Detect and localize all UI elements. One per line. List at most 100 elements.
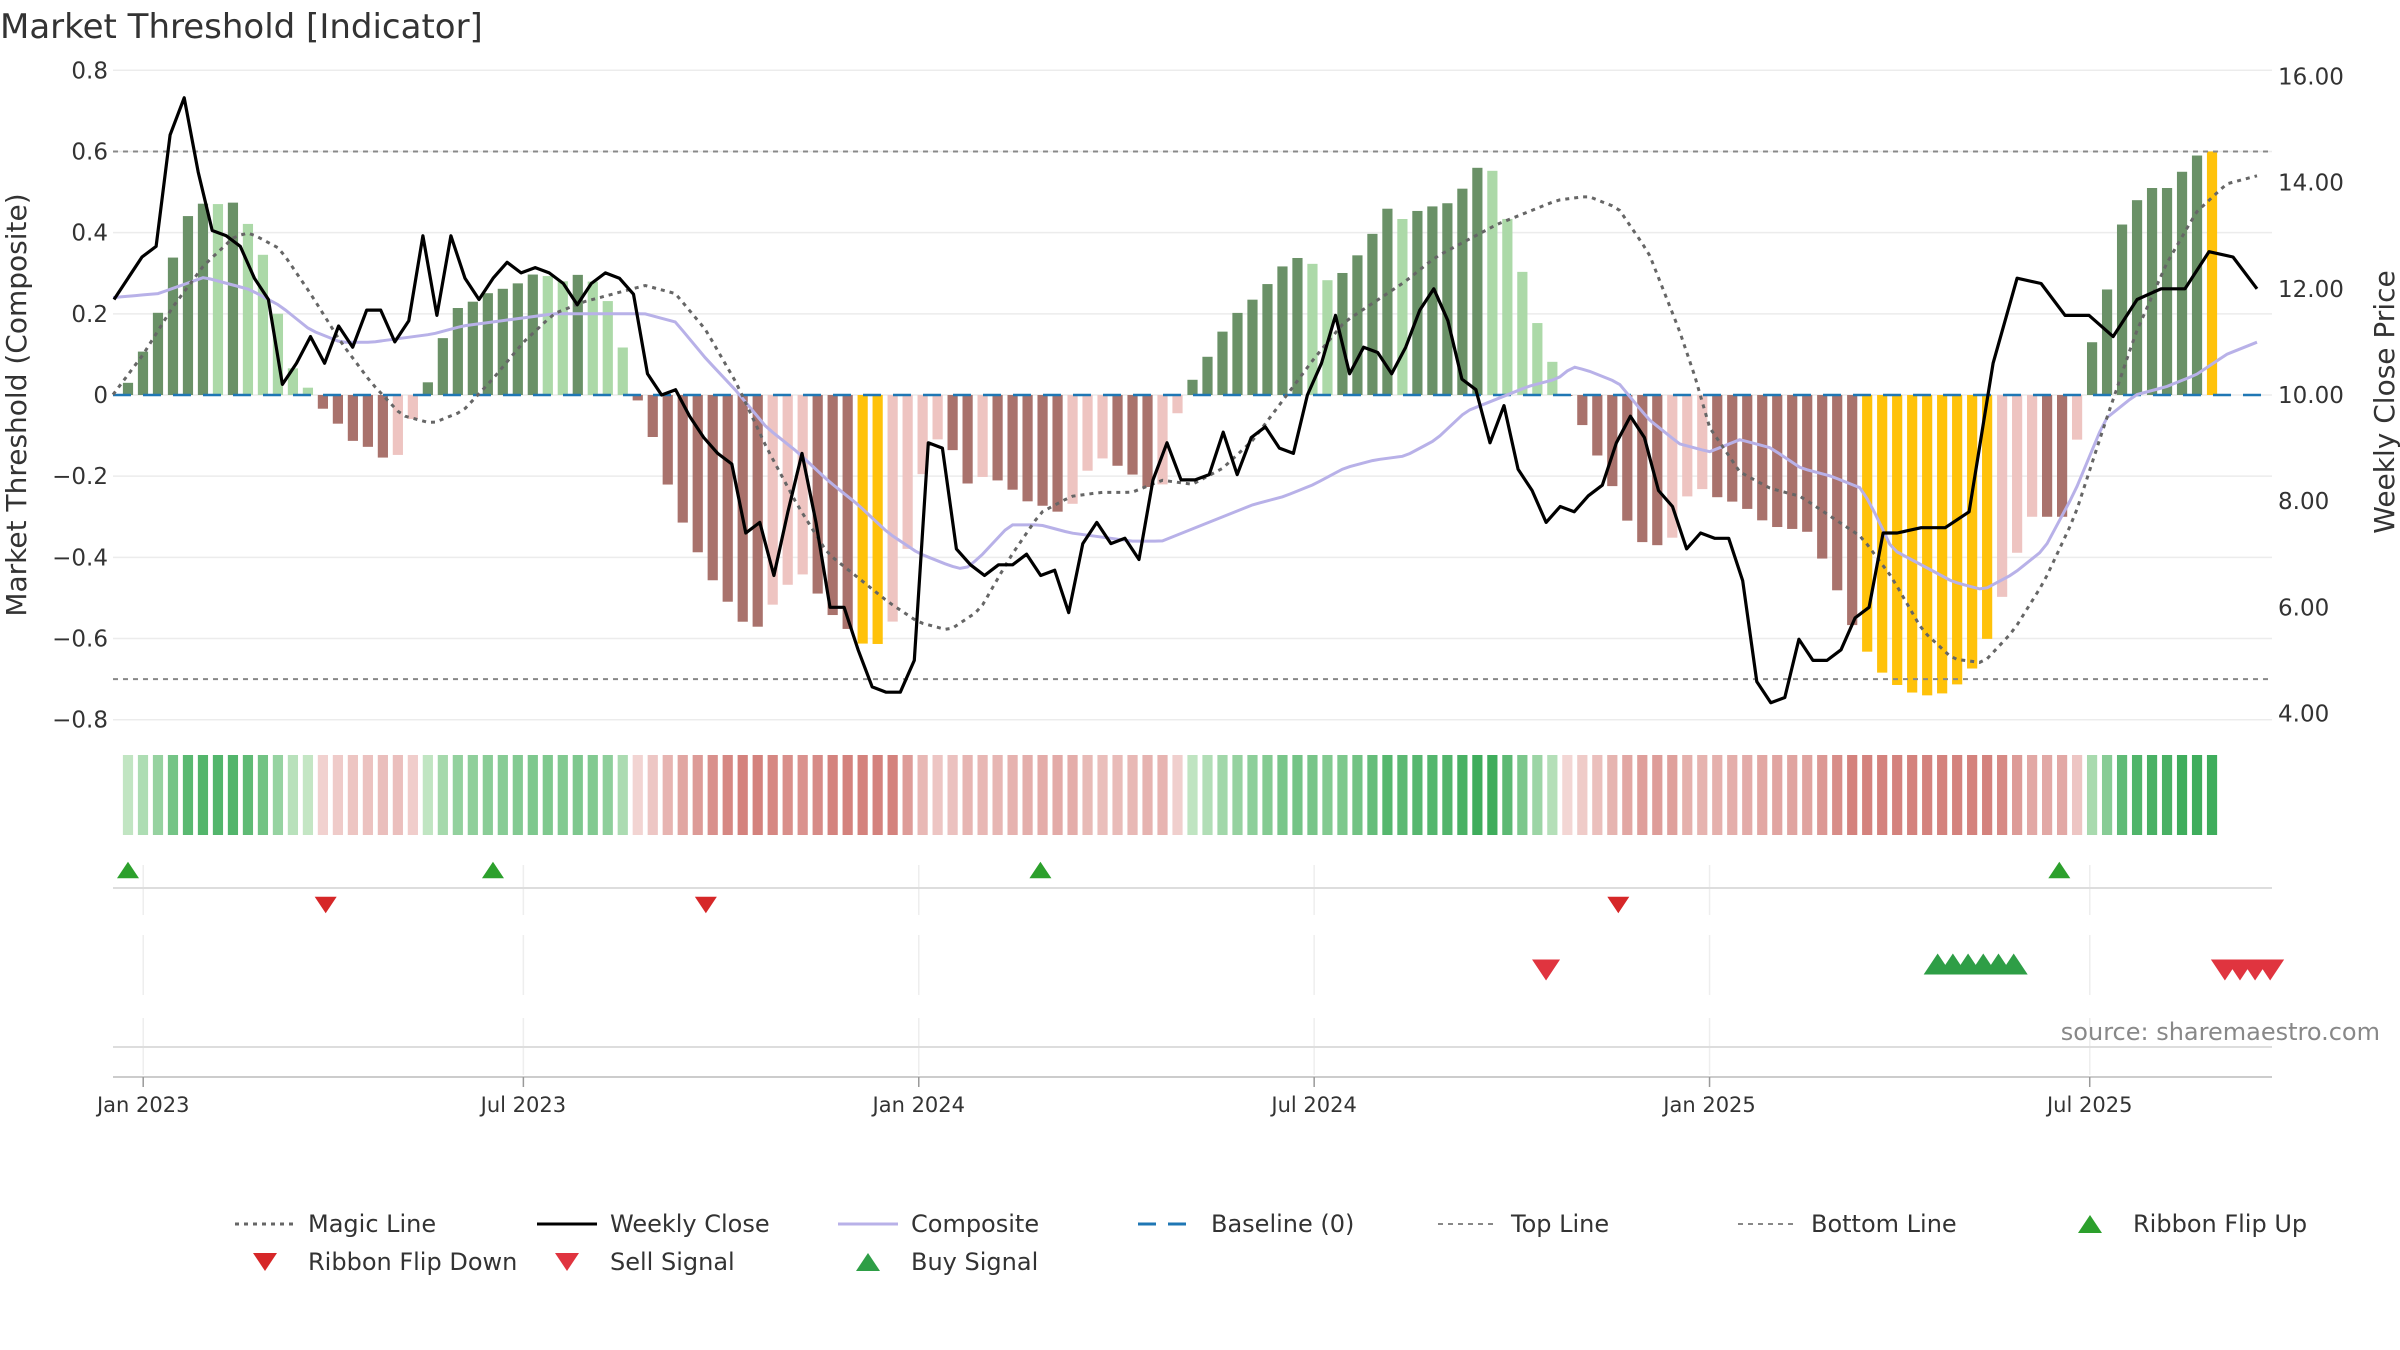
ribbon-cell (1247, 755, 1258, 835)
histogram-bar (1247, 299, 1258, 395)
ribbon-cell (1577, 755, 1588, 835)
ribbon-cell (1232, 755, 1243, 835)
histogram-bar (1862, 395, 1873, 652)
ribbon-cell (902, 755, 913, 835)
ribbon-cell (722, 755, 733, 835)
ribbon-cell (1607, 755, 1618, 835)
ribbon-cell (1172, 755, 1183, 835)
histogram-bar (737, 395, 748, 622)
right-tick-label: 14.00 (2278, 171, 2344, 197)
ribbon-cell (1982, 755, 1993, 835)
histogram-bar (917, 395, 928, 475)
ribbon-cell (1877, 755, 1888, 835)
ribbon-cell (1217, 755, 1228, 835)
histogram-bar (1037, 395, 1048, 506)
left-tick-label: 0.8 (71, 58, 108, 84)
ribbon-cell (377, 755, 388, 835)
legend-item: Ribbon Flip Up (2078, 1210, 2307, 1238)
histogram-bar (1967, 395, 1978, 669)
ribbon-cell (362, 755, 373, 835)
ribbon-cell (1472, 755, 1483, 835)
ribbon-cell (467, 755, 478, 835)
ribbon-cell (1037, 755, 1048, 835)
ribbon-cell (392, 755, 403, 835)
histogram-bar (1622, 395, 1633, 521)
histogram-bar (1052, 395, 1063, 512)
left-tick-label: 0.4 (71, 221, 108, 247)
ribbon-cell (527, 755, 538, 835)
x-tick-label: Jul 2024 (1269, 1093, 1356, 1117)
ribbon-cell (1502, 755, 1513, 835)
histogram-bar (572, 274, 583, 395)
legend-label: Composite (911, 1210, 1039, 1238)
ribbon-cell (1637, 755, 1648, 835)
histogram-bar (1592, 395, 1603, 456)
ribbon-cell (827, 755, 838, 835)
ribbon-cell (242, 755, 254, 835)
ribbon-cell (842, 755, 853, 835)
ribbon-cell (257, 755, 269, 835)
histogram-bar (1997, 395, 2008, 597)
histogram-bar (1697, 395, 1708, 490)
ribbon-cell (1757, 755, 1768, 835)
ribbon-cell (347, 755, 358, 835)
ribbon-cell (2086, 755, 2098, 835)
legend-marker (555, 1253, 579, 1271)
legend-label: Buy Signal (911, 1248, 1038, 1276)
histogram-bar (1802, 395, 1813, 532)
histogram-bar (977, 395, 988, 477)
histogram-bar (707, 395, 718, 581)
histogram-bar (227, 202, 239, 395)
histogram-bar (722, 395, 733, 602)
histogram-bar (407, 395, 418, 419)
histogram-bar (857, 395, 868, 644)
ribbon-cell (1382, 755, 1393, 835)
legend: Magic Line Weekly Close Composite Baseline … (235, 1210, 2307, 1276)
left-tick-label: −0.6 (52, 627, 108, 653)
ribbon-flip-down-marker (1607, 896, 1630, 914)
histogram-bar (1607, 395, 1618, 487)
ribbon-cell (1907, 755, 1918, 835)
ribbon-cell (1007, 755, 1018, 835)
ribbon-cell (512, 755, 523, 835)
histogram-bar (2101, 289, 2113, 395)
histogram-bar (1487, 170, 1498, 395)
histogram-bar (212, 204, 224, 395)
legend-label: Bottom Line (1811, 1210, 1957, 1238)
histogram-bar (2206, 151, 2218, 395)
histogram-bar (1517, 271, 1528, 395)
ribbon-cell (2131, 755, 2143, 835)
histogram-bar (677, 395, 688, 523)
ribbon-cell (212, 755, 224, 835)
ribbon-cell (197, 755, 209, 835)
ribbon-cell (752, 755, 763, 835)
histogram-bar (1232, 312, 1243, 395)
histogram-bar (1982, 395, 1993, 639)
legend-item: Composite (838, 1210, 1039, 1238)
ribbon-flip-up-marker (1029, 861, 1052, 879)
histogram-bar (1412, 210, 1423, 395)
histogram-bar (1022, 395, 1033, 502)
left-tick-label: −0.4 (52, 545, 108, 571)
legend-item: Ribbon Flip Down (253, 1248, 517, 1276)
left-tick-label: 0 (93, 383, 108, 409)
ribbon-cell (1697, 755, 1708, 835)
ribbon-cell (137, 755, 149, 835)
histogram-bar (197, 203, 209, 395)
right-y-axis-label: Weekly Close Price (2368, 270, 2400, 533)
ribbon-cell (572, 755, 583, 835)
ribbon-cell (1517, 755, 1528, 835)
ribbon-cell (122, 755, 134, 835)
histogram-bar (2012, 395, 2023, 553)
histogram-bar (827, 395, 838, 616)
histogram-bar (452, 308, 463, 395)
ribbon-flip-up-marker (116, 861, 139, 879)
ribbon-cell (407, 755, 418, 835)
left-y-axis-label: Market Threshold (Composite) (0, 193, 33, 616)
histogram-bar (1262, 284, 1273, 395)
histogram-bar (2116, 224, 2128, 395)
ribbon-cell (1397, 755, 1408, 835)
legend-label: Baseline (0) (1211, 1210, 1354, 1238)
histogram-bar (1832, 395, 1843, 591)
